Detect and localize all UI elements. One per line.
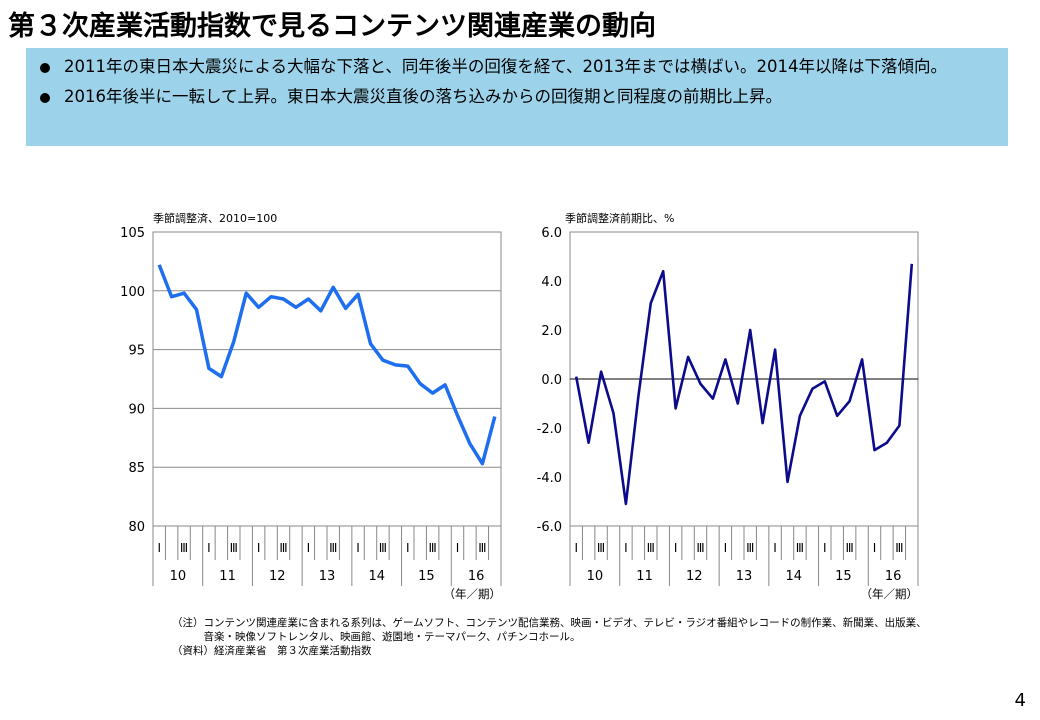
quarter-tick-label: Ⅲ [279, 541, 287, 555]
quarter-tick-label: Ⅲ [647, 541, 655, 555]
quarter-tick-label: Ⅰ [207, 541, 211, 555]
bullet-text: 2011年の東日本大震災による大幅な下落と、同年後半の回復を経て、2013年まで… [64, 57, 947, 76]
quarter-tick-label: Ⅲ [429, 541, 437, 555]
slide-title: 第３次産業活動指数で見るコンテンツ関連産業の動向 [8, 11, 656, 42]
y-tick-label: 0.0 [541, 373, 562, 388]
quarter-tick-label: Ⅲ [846, 541, 854, 555]
series-line [574, 263, 914, 506]
series-line [157, 264, 497, 466]
bullet-dot-icon [40, 93, 50, 103]
year-tick-label: 11 [636, 569, 653, 584]
quarter-tick-label: Ⅰ [823, 541, 827, 555]
y-tick-label: 80 [128, 520, 145, 535]
plot-area [152, 231, 502, 527]
year-tick-label: 16 [468, 569, 485, 584]
quarter-tick-label: Ⅲ [895, 541, 903, 555]
quarter-tick-label: Ⅲ [230, 541, 238, 555]
quarter-tick-label: Ⅲ [329, 541, 337, 555]
quarter-tick-label: Ⅲ [746, 541, 754, 555]
year-tick-label: 14 [368, 569, 385, 584]
page-number: 4 [1014, 690, 1026, 711]
quarter-tick-label: Ⅰ [674, 541, 678, 555]
year-tick-label: 11 [219, 569, 236, 584]
y-tick-label: 6.0 [541, 226, 562, 241]
summary-box: 2011年の東日本大震災による大幅な下落と、同年後半の回復を経て、2013年まで… [26, 48, 1008, 146]
quarter-tick-label: Ⅰ [356, 541, 360, 555]
quarter-tick-label: Ⅲ [478, 541, 486, 555]
y-tick-label: 100 [120, 285, 145, 300]
quarter-tick-label: Ⅰ [406, 541, 410, 555]
summary-list: 2011年の東日本大震災による大幅な下落と、同年後半の回復を経て、2013年まで… [26, 48, 1008, 110]
quarter-tick-label: Ⅲ [796, 541, 804, 555]
summary-bullet: 2016年後半に一転して上昇。東日本大震災直後の落ち込みからの回復期と同程度の前… [36, 84, 998, 110]
quarter-tick-label: Ⅲ [180, 541, 188, 555]
note-line: （資料）経済産業省 第３次産業活動指数 [172, 645, 372, 657]
year-tick-label: 14 [785, 569, 802, 584]
y-tick-label: 85 [128, 461, 145, 476]
y-tick-label: 105 [120, 226, 145, 241]
index-level-chart: 季節調整済、2010=100 80 85 90 95 100 105 Ⅰ Ⅲ Ⅰ Ⅲ Ⅰ Ⅲ Ⅰ Ⅲ Ⅰ Ⅲ Ⅰ Ⅲ… [100, 206, 520, 606]
quarter-tick-label: Ⅲ [379, 541, 387, 555]
x-axis-label: （年／期） [861, 587, 919, 601]
y-tick-label: 90 [128, 402, 145, 417]
y-axis-label: 季節調整済、2010=100 [153, 211, 277, 225]
year-tick-label: 12 [686, 569, 703, 584]
quarter-tick-label: Ⅰ [624, 541, 628, 555]
bullet-text: 2016年後半に一転して上昇。東日本大震災直後の落ち込みからの回復期と同程度の前… [64, 87, 782, 106]
y-axis-label: 季節調整済前期比、% [565, 211, 674, 225]
quarter-tick-label: Ⅰ [773, 541, 777, 555]
year-tick-label: 13 [736, 569, 753, 584]
year-tick-label: 15 [835, 569, 852, 584]
quarter-tick-label: Ⅲ [696, 541, 704, 555]
quarter-tick-label: Ⅰ [307, 541, 311, 555]
note-line: 音楽・映像ソフトレンタル、映画館、遊園地・テーマパーク、パチンコホール。 [172, 631, 581, 643]
y-tick-label: 95 [128, 344, 145, 359]
quarter-tick-label: Ⅲ [597, 541, 605, 555]
y-tick-label: -6.0 [537, 520, 562, 535]
quarter-tick-label: Ⅰ [257, 541, 261, 555]
y-tick-label: -4.0 [537, 471, 562, 486]
year-tick-label: 12 [269, 569, 286, 584]
year-tick-label: 10 [587, 569, 604, 584]
quarter-tick-label: Ⅰ [873, 541, 877, 555]
qoq-change-chart: 季節調整済前期比、% -6.0 -4.0 -2.0 0.0 2.0 4.0 6.0 Ⅰ Ⅲ Ⅰ Ⅲ Ⅰ Ⅲ… [510, 206, 930, 606]
qoq-change-chart-svg: 季節調整済前期比、% -6.0 -4.0 -2.0 0.0 2.0 4.0 6.0 Ⅰ Ⅲ Ⅰ Ⅲ Ⅰ Ⅲ… [537, 211, 919, 601]
chart-notes: （注）コンテンツ関連産業に含まれる系列は、ゲームソフト、コンテンツ配信業務、映画… [172, 616, 927, 658]
summary-bullet: 2011年の東日本大震災による大幅な下落と、同年後半の回復を経て、2013年まで… [36, 54, 998, 80]
bullet-dot-icon [40, 63, 50, 73]
note-line: （注）コンテンツ関連産業に含まれる系列は、ゲームソフト、コンテンツ配信業務、映画… [172, 617, 927, 629]
quarter-tick-label: Ⅰ [574, 541, 578, 555]
y-tick-label: -2.0 [537, 422, 562, 437]
quarter-tick-label: Ⅰ [724, 541, 728, 555]
quarter-tick-label: Ⅰ [456, 541, 460, 555]
quarter-tick-label: Ⅰ [157, 541, 161, 555]
year-tick-label: 13 [319, 569, 336, 584]
year-tick-label: 15 [418, 569, 435, 584]
y-tick-label: 2.0 [541, 324, 562, 339]
year-tick-label: 16 [885, 569, 902, 584]
y-tick-label: 4.0 [541, 275, 562, 290]
index-level-chart-svg: 季節調整済、2010=100 80 85 90 95 100 105 Ⅰ Ⅲ Ⅰ Ⅲ Ⅰ Ⅲ Ⅰ Ⅲ Ⅰ Ⅲ Ⅰ Ⅲ… [120, 211, 502, 601]
year-tick-label: 10 [170, 569, 187, 584]
x-axis-label: （年／期） [444, 587, 502, 601]
